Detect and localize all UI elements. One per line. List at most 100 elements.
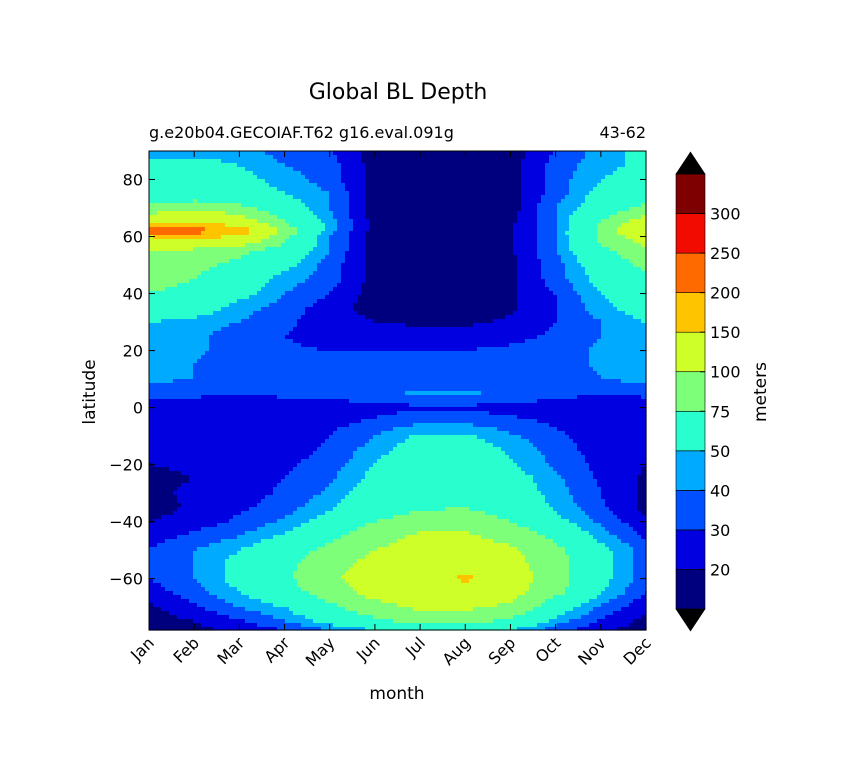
contour-cell	[393, 191, 398, 196]
contour-cell	[485, 231, 490, 236]
contour-cell	[177, 207, 182, 212]
contour-cell	[641, 163, 646, 168]
contour-cell	[413, 275, 418, 280]
contour-cell	[625, 307, 630, 312]
contour-cell	[189, 211, 194, 216]
contour-cell	[565, 247, 570, 252]
contour-cell	[553, 175, 558, 180]
contour-cell	[153, 287, 158, 292]
contour-cell	[297, 171, 302, 176]
contour-cell	[305, 207, 310, 212]
contour-cell	[337, 279, 342, 284]
contour-cell	[541, 223, 546, 228]
contour-cell	[401, 151, 406, 156]
contour-cell	[641, 199, 646, 204]
contour-cell	[401, 267, 406, 272]
contour-cell	[189, 179, 194, 184]
contour-cell	[609, 267, 614, 272]
contour-cell	[633, 279, 638, 284]
contour-cell	[477, 243, 482, 248]
contour-cell	[625, 187, 630, 192]
contour-cell	[589, 171, 594, 176]
contour-cell	[465, 295, 470, 300]
contour-cell	[313, 219, 318, 224]
contour-cell	[621, 171, 626, 176]
contour-cell	[613, 307, 618, 312]
contour-cell	[353, 243, 358, 248]
contour-cell	[557, 167, 562, 172]
contour-cell	[585, 199, 590, 204]
contour-cell	[165, 243, 170, 248]
contour-cell	[165, 163, 170, 168]
contour-cell	[573, 303, 578, 308]
contour-cell	[197, 187, 202, 192]
contour-cell	[161, 219, 166, 224]
contour-cell	[261, 199, 266, 204]
contour-cell	[161, 175, 166, 180]
contour-cell	[305, 263, 310, 268]
contour-cell	[221, 219, 226, 224]
contour-cell	[425, 227, 430, 232]
contour-cell	[633, 215, 638, 220]
contour-cell	[273, 255, 278, 260]
contour-cell	[461, 151, 466, 156]
contour-cell	[333, 283, 338, 288]
contour-cell	[353, 231, 358, 236]
contour-cell	[153, 199, 158, 204]
contour-cell	[553, 195, 558, 200]
contour-cell	[173, 247, 178, 252]
contour-cell	[637, 203, 642, 208]
contour-cell	[537, 235, 542, 240]
contour-cell	[309, 279, 314, 284]
contour-cell	[393, 175, 398, 180]
contour-cell	[457, 259, 462, 264]
contour-cell	[337, 191, 342, 196]
contour-cell	[509, 223, 514, 228]
contour-cell	[193, 275, 198, 280]
contour-cell	[277, 171, 282, 176]
contour-cell	[589, 195, 594, 200]
contour-cell	[229, 171, 234, 176]
contour-cell	[341, 275, 346, 280]
contour-cell	[605, 295, 610, 300]
contour-cell	[637, 239, 642, 244]
contour-cell	[325, 191, 330, 196]
contour-cell	[421, 171, 426, 176]
contour-cell	[193, 179, 198, 184]
contour-cell	[617, 283, 622, 288]
contour-cell	[245, 239, 250, 244]
contour-cell	[317, 151, 322, 156]
contour-cell	[437, 231, 442, 236]
contour-cell	[509, 303, 514, 308]
contour-cell	[573, 211, 578, 216]
contour-cell	[389, 163, 394, 168]
contour-cell	[433, 175, 438, 180]
contour-cell	[173, 195, 178, 200]
contour-cell	[189, 235, 194, 240]
contour-cell	[233, 203, 238, 208]
contour-cell	[413, 195, 418, 200]
contour-cell	[309, 295, 314, 300]
contour-cell	[341, 307, 346, 312]
contour-cell	[637, 191, 642, 196]
contour-cell	[217, 187, 222, 192]
contour-cell	[153, 163, 158, 168]
contour-cell	[457, 223, 462, 228]
contour-cell	[553, 199, 558, 204]
contour-cell	[513, 299, 518, 304]
contour-cell	[469, 255, 474, 260]
contour-cell	[281, 223, 286, 228]
contour-cell	[505, 287, 510, 292]
contour-cell	[485, 267, 490, 272]
contour-cell	[233, 199, 238, 204]
contour-cell	[185, 215, 190, 220]
contour-cell	[333, 251, 338, 256]
contour-cell	[629, 179, 634, 184]
contour-cell	[345, 199, 350, 204]
contour-cell	[317, 283, 322, 288]
contour-cell	[181, 167, 186, 172]
contour-cell	[329, 179, 334, 184]
contour-cell	[405, 175, 410, 180]
contour-cell	[633, 259, 638, 264]
contour-cell	[353, 167, 358, 172]
